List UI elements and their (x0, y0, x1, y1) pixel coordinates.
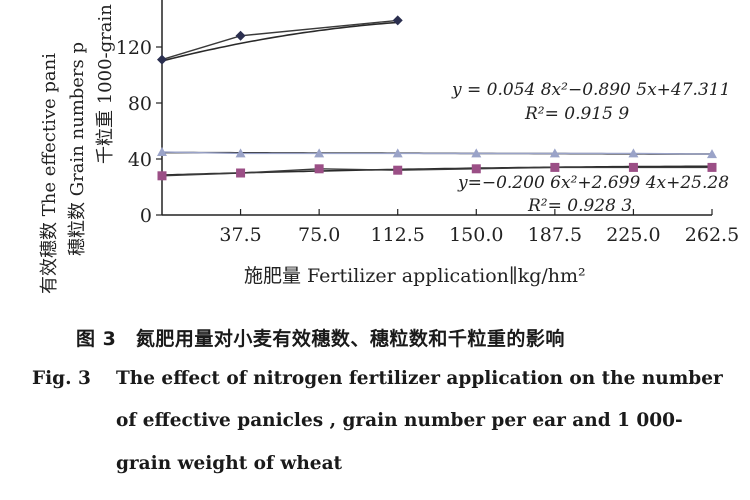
y-tick-label: 40 (128, 149, 152, 171)
y-tick-label: 120 (116, 37, 152, 59)
data-point-square (236, 168, 246, 178)
annotation-2-r2: R²= 0.928 3 (527, 196, 632, 216)
figure-label: Fig. 3 (32, 368, 91, 389)
series-line (161, 151, 713, 155)
chart: 有效穗数 The effective pani 穗粒数 Grain number… (39, 0, 739, 294)
data-point-triangle (314, 148, 325, 158)
x-tick-label: 225.0 (606, 224, 660, 246)
data-point-diamond (235, 30, 246, 41)
data-point-triangle (549, 148, 560, 158)
data-point-triangle (471, 148, 482, 158)
caption-line-2: of effective panicles , grain number per… (116, 410, 683, 431)
x-tick-label: 112.5 (371, 224, 425, 246)
x-tick-label: 187.5 (528, 224, 582, 246)
caption-line-1: The effect of nitrogen fertilizer applic… (116, 368, 723, 389)
annotation-fit-1: y = 0.054 8x²−0.890 5x+47.311 R²= 0.915 … (451, 80, 730, 124)
series-square (157, 162, 717, 181)
y-axis-title-line-1: 有效穗数 The effective pani (39, 53, 60, 294)
data-point-triangle (707, 149, 717, 159)
y-axis-ticks: 0 40 80 120 (116, 37, 162, 227)
data-point-square (628, 162, 638, 172)
annotation-fit-2: y=−0.200 6x²+2.699 4x+25.28 R²= 0.928 3 (457, 173, 729, 216)
data-point-square (157, 171, 167, 181)
series-layer (157, 15, 717, 181)
y-axis-title-line-3: 千粒重 1000-grain w (95, 0, 116, 164)
y-axis-title: 有效穗数 The effective pani 穗粒数 Grain number… (39, 0, 116, 294)
series-triangle (157, 147, 717, 159)
x-tick-label: 37.5 (219, 224, 261, 246)
fit-curve (161, 21, 398, 62)
series-diamond (157, 15, 403, 65)
data-point-square (471, 164, 481, 174)
x-axis-ticks: 37.5 75.0 112.5 150.0 187.5 225.0 262.5 (219, 209, 739, 246)
y-axis-title-line-2: 穗粒数 Grain numbers p (67, 42, 88, 256)
data-point-diamond (392, 15, 403, 26)
caption-line-3: grain weight of wheat (116, 453, 343, 474)
data-point-triangle (235, 148, 246, 158)
x-tick-label: 262.5 (685, 224, 739, 246)
data-point-triangle (628, 148, 639, 158)
data-point-square (550, 162, 560, 172)
data-point-square (707, 162, 717, 172)
series-line (161, 19, 398, 61)
annotation-1-r2: R²= 0.915 9 (524, 104, 629, 124)
data-point-triangle (157, 147, 167, 156)
data-point-triangle (392, 148, 403, 158)
data-point-diamond (157, 54, 167, 65)
y-tick-label: 80 (128, 93, 152, 115)
y-tick-label: 0 (140, 205, 152, 227)
x-tick-label: 150.0 (449, 224, 503, 246)
data-point-square (314, 164, 324, 174)
x-tick-label: 75.0 (298, 224, 340, 246)
data-point-square (393, 165, 403, 175)
figure-caption-chinese: 图 3 氮肥用量对小麦有效穗数、穗粒数和千粒重的影响 (76, 328, 565, 350)
annotation-1-equation: y = 0.054 8x²−0.890 5x+47.311 (451, 80, 730, 100)
annotation-2-equation: y=−0.200 6x²+2.699 4x+25.28 (457, 173, 729, 193)
series-line (161, 166, 712, 177)
x-axis-title: 施肥量 Fertilizer application∥kg/hm² (244, 265, 586, 287)
